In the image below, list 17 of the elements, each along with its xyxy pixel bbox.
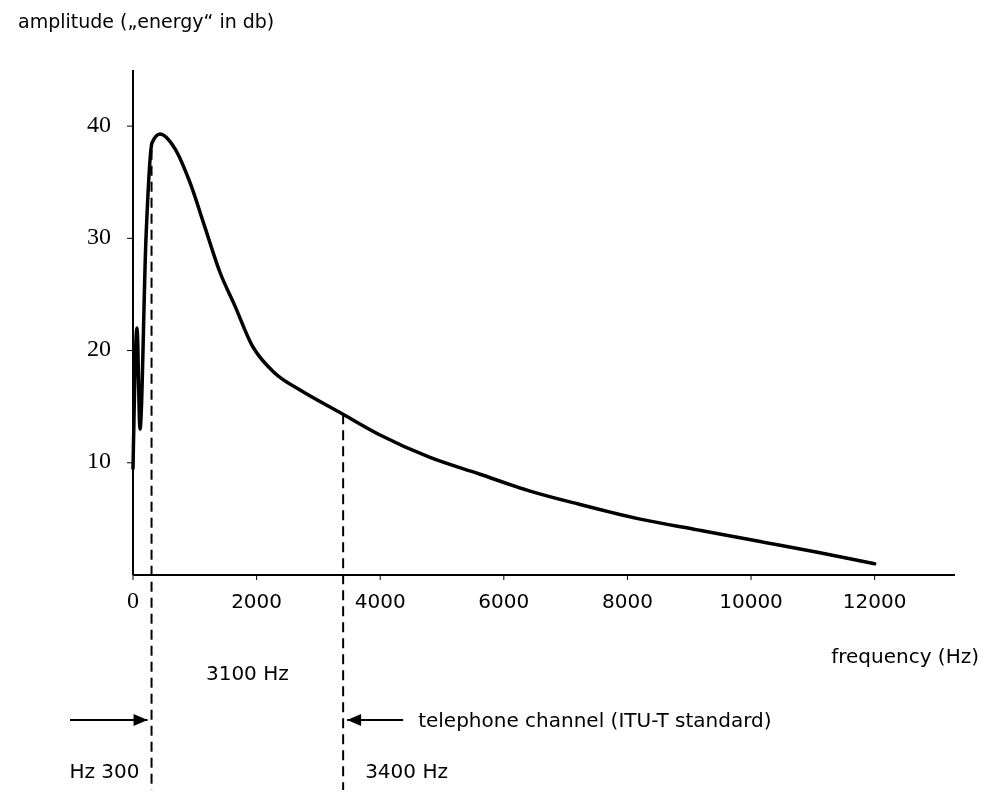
- ref-line-label: Hz 300: [69, 759, 140, 783]
- y-tick-label: 40: [87, 110, 111, 137]
- x-tick-label: 4000: [354, 589, 406, 613]
- x-tick-label: 2000: [231, 589, 283, 613]
- x-tick-label: 8000: [601, 589, 653, 613]
- y-tick-label: 20: [87, 335, 111, 362]
- x-tick-label: 10000: [719, 589, 783, 613]
- y-tick-label: 30: [87, 222, 111, 249]
- y-axis-title: amplitude („energy“ in db): [18, 10, 275, 32]
- ref-line-label: 3400 Hz: [365, 759, 448, 783]
- y-tick-label: 10: [87, 447, 111, 474]
- x-tick-label: 0: [127, 587, 139, 613]
- x-tick-label: 12000: [842, 589, 907, 613]
- x-tick-label: 6000: [478, 589, 530, 613]
- text: 3100 Hz: [205, 661, 289, 685]
- x-axis-title: frequency (Hz): [831, 644, 979, 668]
- text: telephone channel (ITU-T standard): [418, 708, 772, 732]
